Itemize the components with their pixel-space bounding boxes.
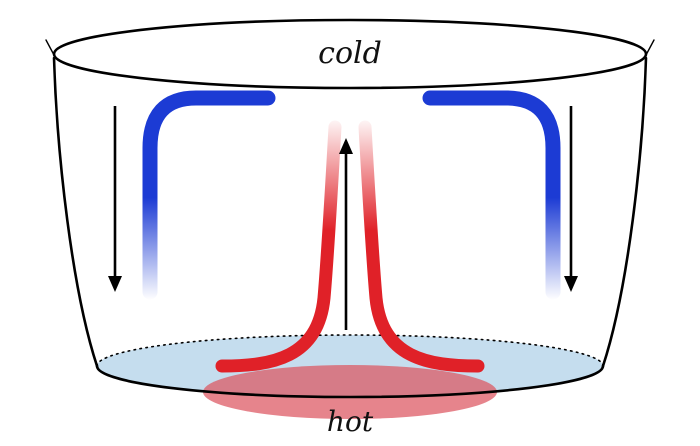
- down-arrow-right-head: [564, 276, 578, 292]
- down-arrow-left-head: [108, 276, 122, 292]
- hot-flow-left-branch: [215, 120, 342, 373]
- cold-label: cold: [318, 36, 382, 71]
- cold-downwelling-flow: [142, 90, 561, 300]
- rim-tick-left: [45, 39, 55, 56]
- up-arrow-center-head: [339, 138, 353, 154]
- container-bottom: [95, 364, 605, 399]
- hot-flow-right-branch: [358, 120, 485, 373]
- water-surface-dotted-edge: [96, 334, 604, 367]
- down-arrow-left-icon: [108, 106, 122, 292]
- heat-source: [203, 365, 497, 419]
- container-outline: [45, 18, 655, 399]
- up-arrow-center-icon: [339, 138, 353, 330]
- container-left-wall: [52, 56, 99, 368]
- cold-flow-left: [142, 90, 276, 300]
- hot-upwelling-flow: [215, 120, 485, 373]
- container-right-wall: [601, 56, 648, 368]
- rim-tick-right: [645, 39, 655, 56]
- hot-label: hot: [327, 405, 374, 438]
- cold-flow-right: [422, 90, 561, 300]
- down-arrow-right-icon: [564, 106, 578, 292]
